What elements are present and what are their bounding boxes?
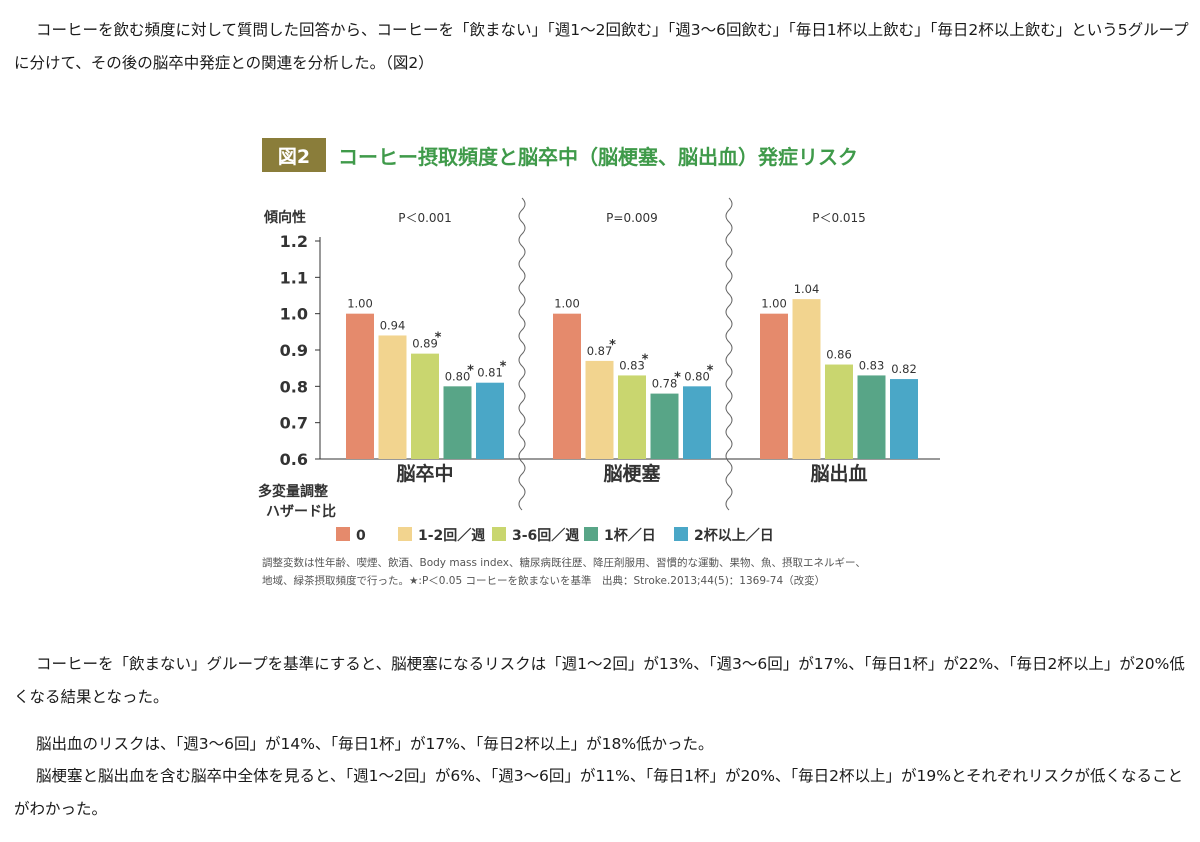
bar <box>857 375 886 459</box>
significance-star: * <box>707 363 714 378</box>
result-text-1: コーヒーを「飲まない」グループを基準にすると、脳梗塞になるリスクは「週1〜2回」… <box>14 655 1185 706</box>
bar <box>553 313 581 459</box>
bar <box>346 313 374 459</box>
figure-2: 図2 コーヒー摂取頻度と脳卒中（脳梗塞、脳出血）発症リスク 傾向性 1.2 1.1… <box>250 130 950 600</box>
bar <box>443 386 472 459</box>
legend-swatch <box>492 527 506 541</box>
bar-value-label: 0.80 <box>684 369 710 383</box>
chart-title: コーヒー摂取頻度と脳卒中（脳梗塞、脳出血）発症リスク <box>338 145 858 169</box>
bar-value-label: 0.80 <box>445 369 471 383</box>
bar <box>476 382 504 459</box>
significance-star: * <box>467 363 474 378</box>
legend-swatch <box>398 527 412 541</box>
bar-value-label: 0.82 <box>891 362 917 376</box>
bar-value-label: 0.83 <box>619 358 645 372</box>
significance-star: * <box>435 331 442 346</box>
significance-star: * <box>674 371 681 386</box>
bar-value-label: 0.94 <box>380 318 406 332</box>
figure-label-box <box>262 138 326 172</box>
group-divider <box>518 197 526 511</box>
group-divider <box>725 197 733 511</box>
intro-paragraph: コーヒーを飲む頻度に対して質問した回答から、コーヒーを「飲まない」「週1〜2回飲… <box>14 14 1190 80</box>
bars: 1.000.940.89*0.80* 0.81*脳卒中P＜0.0011.000.8… <box>346 211 918 485</box>
y-tick-label: 0.6 <box>280 450 308 469</box>
y-tick-label: 0.9 <box>280 341 308 360</box>
bar-value-label: 0.81 <box>477 366 503 380</box>
note-line2: 地域、緑茶摂取頻度で行った。★:P＜0.05 コーヒーを飲まないを基準 出典：S… <box>262 574 825 587</box>
bar-value-label: 1.00 <box>347 297 373 311</box>
y-tick-label: 1.0 <box>280 305 308 324</box>
bar-value-label: 1.00 <box>554 297 580 311</box>
result-text-2: 脳出血のリスクは、「週3〜6回」が14%、「毎日1杯」が17%、「毎日2杯以上」… <box>36 735 714 753</box>
legend: 0 1-2回／週 3-6回／週 1杯／日 2杯以上／日 <box>336 527 774 544</box>
bar-value-label: 0.78 <box>652 377 678 391</box>
legend-label: 1-2回／週 <box>418 528 485 544</box>
y-tick-label: 1.1 <box>280 268 308 287</box>
p-value-label: P＜0.001 <box>398 211 452 225</box>
bar-value-label: 0.86 <box>826 348 852 362</box>
y-label-line2: ハザード比 <box>266 503 336 520</box>
y-tick-label: 0.7 <box>280 414 308 433</box>
bar <box>792 299 821 459</box>
legend-label: 2杯以上／日 <box>694 527 774 544</box>
p-value-label: P=0.009 <box>606 211 658 225</box>
note-line1: 調整変数は性年齢、喫煙、飲酒、Body mass index、糖尿病既往歴、降圧… <box>262 556 866 569</box>
result-paragraph-3: 脳梗塞と脳出血を含む脳卒中全体を見ると、「週1〜2回」が6%、「週3〜6回」が1… <box>14 760 1190 826</box>
bar <box>411 353 439 459</box>
group-label: 脳梗塞 <box>602 462 661 485</box>
legend-label: 1杯／日 <box>604 527 656 544</box>
significance-star: * <box>609 338 616 353</box>
legend-swatch <box>336 527 350 541</box>
bar <box>618 375 646 459</box>
bar <box>650 393 679 459</box>
bar-value-label: 0.89 <box>412 337 438 351</box>
y-label-line1: 多変量調整 <box>258 483 329 500</box>
intro-text: コーヒーを飲む頻度に対して質問した回答から、コーヒーを「飲まない」「週1〜2回飲… <box>14 21 1189 72</box>
legend-swatch <box>584 527 598 541</box>
bar-value-label: 1.04 <box>794 282 820 296</box>
bar-value-label: 0.87 <box>587 344 613 358</box>
bar <box>683 386 711 459</box>
bar-value-label: 0.83 <box>859 358 885 372</box>
group-dividers <box>518 197 733 511</box>
trend-label: 傾向性 <box>263 209 306 226</box>
bar <box>890 379 918 459</box>
chart-svg: 図2 コーヒー摂取頻度と脳卒中（脳梗塞、脳出血）発症リスク 傾向性 1.2 1.1… <box>258 138 940 587</box>
bar <box>378 335 407 459</box>
bar <box>585 360 614 459</box>
significance-star: * <box>500 360 507 375</box>
group-label: 脳出血 <box>809 462 867 485</box>
y-tick-label: 0.8 <box>280 377 308 396</box>
legend-swatch <box>674 527 688 541</box>
bar-value-label: 1.00 <box>761 297 787 311</box>
result-paragraph-1: コーヒーを「飲まない」グループを基準にすると、脳梗塞になるリスクは「週1〜2回」… <box>14 648 1190 714</box>
bar <box>825 364 853 459</box>
bar <box>760 313 788 459</box>
legend-label: 3-6回／週 <box>512 528 579 544</box>
result-text-3: 脳梗塞と脳出血を含む脳卒中全体を見ると、「週1〜2回」が6%、「週3〜6回」が1… <box>14 767 1184 818</box>
y-tick-label: 1.2 <box>280 232 308 251</box>
result-paragraph-2: 脳出血のリスクは、「週3〜6回」が14%、「毎日1杯」が17%、「毎日2杯以上」… <box>14 728 1190 761</box>
significance-star: * <box>642 352 649 367</box>
group-label: 脳卒中 <box>395 462 453 485</box>
legend-label: 0 <box>356 528 366 544</box>
p-value-label: P＜0.015 <box>812 211 866 225</box>
figure-label: 図2 <box>278 146 310 168</box>
